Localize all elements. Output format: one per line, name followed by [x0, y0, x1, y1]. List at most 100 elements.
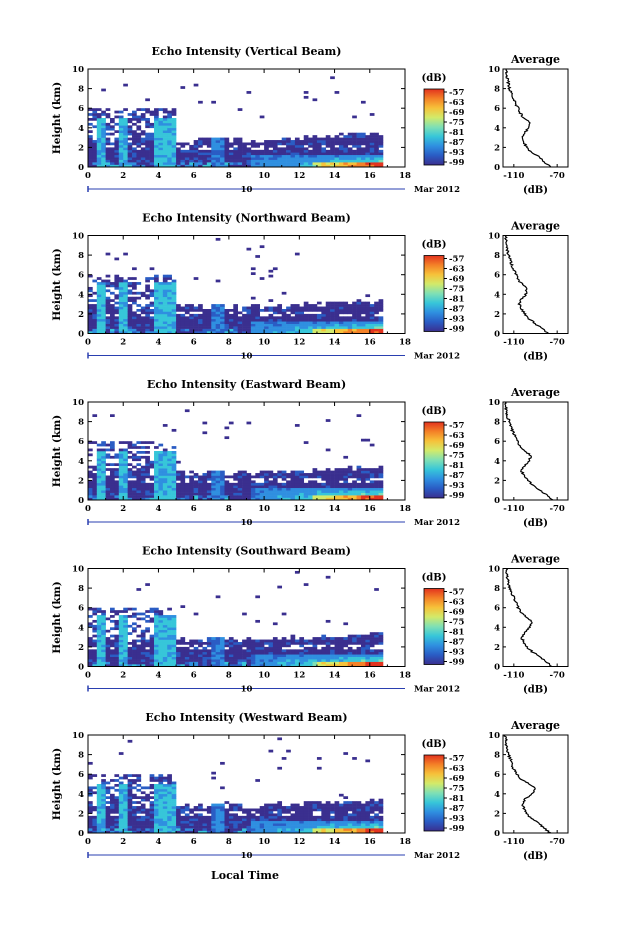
y-tick-label: 6 — [78, 770, 84, 780]
average-x-label: (dB) — [523, 352, 548, 363]
y-tick-label: 10 — [72, 65, 84, 75]
y-tick-label: 8 — [78, 251, 84, 261]
colorbar-tick-label: -87 — [449, 305, 464, 315]
colorbar-tick-label: -87 — [449, 471, 464, 481]
x-tick-label: 18 — [399, 171, 411, 181]
date-label: Mar 2012 — [414, 185, 460, 195]
colorbar — [423, 255, 445, 332]
date-day-label: 10 — [241, 185, 253, 195]
heatmap-field — [88, 570, 384, 667]
date-day-label: 10 — [241, 685, 253, 695]
average-y-tick-label: 2 — [494, 476, 500, 486]
colorbar-label: (dB) — [422, 240, 447, 251]
y-axis-label: Height (km) — [51, 82, 63, 154]
x-tick-label: 14 — [329, 671, 341, 681]
average-title: Average — [510, 719, 560, 732]
colorbar-tick-label: -99 — [449, 491, 464, 501]
x-tick-label: 2 — [120, 671, 126, 681]
y-tick-label: 0 — [78, 496, 84, 506]
y-tick-label: 8 — [78, 418, 84, 428]
x-tick-label: 4 — [155, 338, 161, 348]
colorbar-tick-label: -93 — [449, 148, 464, 158]
panel-title: Echo Intensity (Eastward Beam) — [147, 378, 346, 391]
x-tick-label: 16 — [364, 338, 376, 348]
colorbar-tick-label: -69 — [449, 108, 464, 118]
average-y-tick-label: 0 — [494, 663, 500, 673]
x-tick-label: 16 — [364, 671, 376, 681]
colorbar-tick-label: -93 — [449, 315, 464, 325]
colorbar-tick-label: -99 — [449, 158, 464, 168]
average-x-tick-label: -70 — [549, 837, 564, 847]
colorbar-tick-label: -69 — [449, 441, 464, 451]
average-y-tick-label: 6 — [494, 104, 500, 114]
average-x-tick-label: -110 — [503, 171, 524, 181]
colorbar — [423, 88, 445, 166]
x-tick-label: 0 — [85, 671, 91, 681]
x-tick-label: 16 — [364, 504, 376, 514]
colorbar — [423, 588, 445, 665]
x-tick-label: 6 — [191, 171, 197, 181]
average-title: Average — [510, 386, 560, 399]
panel-4: Echo Intensity (Southward Beam) 0 2 4 6 8 10 12… — [51, 545, 569, 696]
colorbar-tick-label: -87 — [449, 638, 464, 648]
x-tick-label: 10 — [258, 171, 270, 181]
colorbar-tick-label: -75 — [449, 285, 464, 295]
y-tick-label: 2 — [78, 643, 84, 653]
panel-title: Echo Intensity (Vertical Beam) — [151, 45, 341, 58]
date-label: Mar 2012 — [414, 685, 460, 695]
y-tick-label: 2 — [78, 476, 84, 486]
average-y-tick-label: 10 — [488, 398, 500, 408]
average-profile-line — [504, 68, 552, 168]
average-y-tick-label: 0 — [494, 330, 500, 340]
average-y-tick-label: 6 — [494, 437, 500, 447]
colorbar-label: (dB) — [422, 406, 447, 417]
average-y-tick-label: 8 — [494, 85, 500, 95]
y-tick-label: 0 — [78, 663, 84, 673]
x-tick-label: 6 — [191, 671, 197, 681]
x-tick-label: 18 — [399, 338, 411, 348]
x-tick-label: 8 — [226, 837, 232, 847]
colorbar-tick-label: -69 — [449, 608, 464, 618]
colorbar-tick-label: -81 — [449, 461, 464, 471]
average-x-tick-label: -70 — [549, 504, 564, 514]
x-tick-label: 4 — [155, 837, 161, 847]
average-frame — [502, 734, 569, 834]
x-tick-label: 2 — [120, 338, 126, 348]
average-y-tick-label: 8 — [494, 418, 500, 428]
x-tick-label: 18 — [399, 671, 411, 681]
colorbar-label: (dB) — [422, 739, 447, 750]
average-x-label: (dB) — [523, 685, 548, 696]
x-axis-label: Local Time — [211, 869, 279, 882]
colorbar — [423, 754, 445, 832]
average-frame — [502, 68, 569, 168]
colorbar-tick-label: -57 — [449, 88, 464, 98]
colorbar-tick-label: -93 — [449, 648, 464, 658]
y-tick-label: 4 — [78, 623, 84, 633]
y-tick-label: 6 — [78, 604, 84, 614]
y-tick-label: 0 — [78, 330, 84, 340]
average-y-tick-label: 4 — [494, 457, 500, 467]
colorbar-tick-label: -75 — [449, 618, 464, 628]
x-tick-label: 12 — [293, 671, 305, 681]
colorbar-tick-label: -63 — [449, 265, 464, 275]
x-tick-label: 18 — [399, 504, 411, 514]
colorbar-tick-label: -63 — [449, 764, 464, 774]
y-axis-label: Height (km) — [51, 581, 63, 653]
average-y-tick-label: 8 — [494, 584, 500, 594]
x-tick-label: 10 — [258, 338, 270, 348]
colorbar-tick-label: -63 — [449, 598, 464, 608]
average-y-tick-label: 2 — [494, 143, 500, 153]
average-y-tick-label: 4 — [494, 124, 500, 134]
colorbar-tick-label: -81 — [449, 628, 464, 638]
x-tick-label: 8 — [226, 504, 232, 514]
colorbar-tick-label: -93 — [449, 814, 464, 824]
heatmap-field — [88, 737, 384, 834]
average-y-tick-label: 6 — [494, 604, 500, 614]
x-tick-label: 12 — [293, 837, 305, 847]
x-tick-label: 8 — [226, 171, 232, 181]
date-day-label: 10 — [241, 352, 253, 362]
average-y-tick-label: 8 — [494, 251, 500, 261]
colorbar-tick-label: -69 — [449, 774, 464, 784]
x-tick-label: 14 — [329, 171, 341, 181]
colorbar-tick-label: -99 — [449, 824, 464, 834]
